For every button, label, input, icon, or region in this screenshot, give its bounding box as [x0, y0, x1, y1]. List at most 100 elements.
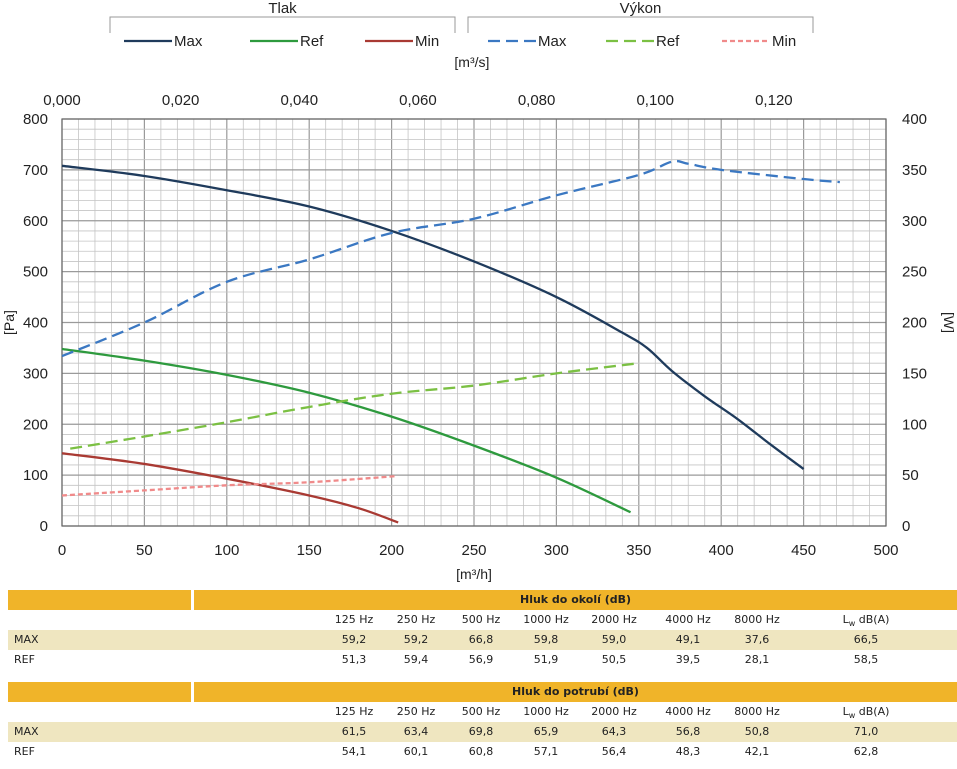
frequency-header: 2000 Hz — [591, 705, 637, 718]
table-cell: 64,3 — [601, 725, 627, 738]
table-cell: 60,1 — [403, 745, 429, 758]
legend-item-label: Min — [415, 33, 439, 50]
table-header-row: 125 Hz 250 Hz 500 Hz 1000 Hz 2000 Hz 4000 Hz 8… — [8, 702, 957, 722]
series-vkon-min — [61, 474, 397, 497]
x-tick-label: 50 — [136, 542, 153, 559]
table-cell: 59,8 — [533, 633, 559, 646]
table-row: MAX 61,5 63,4 69,8 65,9 64,3 56,8 50,8 71,0 — [8, 722, 957, 742]
series-vkon-ref — [70, 362, 639, 450]
table-title-gap — [191, 590, 194, 610]
series-tlak-ref — [61, 347, 632, 514]
y-left-tick-label: 600 — [23, 213, 48, 230]
x-tick-label: 350 — [626, 542, 651, 559]
legend-bracket — [467, 16, 814, 33]
frequency-header: 4000 Hz — [665, 705, 711, 718]
lw-value: 71,0 — [853, 725, 879, 738]
x-tick-label: 450 — [791, 542, 816, 559]
y-left-tick-label: 400 — [23, 315, 48, 332]
table-cell: 37,6 — [744, 633, 770, 646]
table-cell: 42,1 — [744, 745, 770, 758]
series-vkon-max — [61, 159, 840, 358]
frequency-header: 250 Hz — [396, 705, 436, 718]
table-cell: 59,2 — [403, 633, 429, 646]
table-header-row: 125 Hz 250 Hz 500 Hz 1000 Hz 2000 Hz 4000 Hz 8… — [8, 610, 957, 630]
table-title: Hluk do potrubí (dB) — [512, 685, 639, 698]
lw-value: 66,5 — [853, 633, 879, 646]
legend-item-label: Ref — [656, 33, 680, 50]
frequency-header: 500 Hz — [461, 705, 501, 718]
table-cell: 28,1 — [744, 653, 770, 666]
legend-group-title: Výkon — [620, 0, 662, 17]
frequency-header: 8000 Hz — [734, 705, 780, 718]
series-tlak-min — [61, 452, 399, 524]
y-left-tick-label: 700 — [23, 162, 48, 179]
frequency-header: 1000 Hz — [523, 613, 569, 626]
fan-performance-chart: 0 50 100 150 200 250 300 350 400 450 500[m³/h]0,00… — [1, 0, 957, 582]
row-label: REF — [14, 653, 35, 666]
top-tick-label: 0,040 — [281, 92, 319, 109]
table-cell: 60,8 — [468, 745, 494, 758]
table-cell: 59,4 — [403, 653, 429, 666]
legend-bracket — [109, 16, 456, 33]
legend-item-label: Min — [772, 33, 796, 50]
frequency-header: 250 Hz — [396, 613, 436, 626]
y-left-axis-label: [Pa] — [1, 310, 17, 335]
y-right-tick-label: 50 — [902, 467, 919, 484]
legend-item-label: Max — [174, 33, 203, 50]
row-label: MAX — [14, 725, 39, 738]
table-cell: 50,5 — [601, 653, 627, 666]
legend-item-label: Ref — [300, 33, 324, 50]
x-axis-label: [m³/h] — [456, 566, 492, 582]
table-cell: 51,3 — [341, 653, 367, 666]
frequency-header: 2000 Hz — [591, 613, 637, 626]
table-cell: 69,8 — [468, 725, 494, 738]
y-left-tick-label: 0 — [40, 518, 48, 535]
table-cell: 65,9 — [533, 725, 559, 738]
lw-header: Lw dB(A) — [842, 613, 890, 629]
y-right-tick-label: 0 — [902, 518, 910, 535]
frequency-header: 4000 Hz — [665, 613, 711, 626]
series-tlak-max — [61, 164, 805, 470]
x-tick-label: 150 — [297, 542, 322, 559]
table-cell: 57,1 — [533, 745, 559, 758]
table-cell: 66,8 — [468, 633, 494, 646]
table-cell: 59,0 — [601, 633, 627, 646]
y-left-tick-label: 300 — [23, 365, 48, 382]
x-tick-label: 400 — [709, 542, 734, 559]
table-title-bar: Hluk do potrubí (dB) — [8, 682, 957, 702]
x-tick-label: 0 — [58, 542, 66, 559]
table-cell: 63,4 — [403, 725, 429, 738]
x-tick-label: 100 — [214, 542, 239, 559]
top-axis-label: [m³/s] — [454, 54, 489, 70]
frequency-header: 125 Hz — [334, 613, 374, 626]
top-tick-label: 0,100 — [636, 92, 674, 109]
top-tick-label: 0,080 — [518, 92, 556, 109]
y-right-tick-label: 200 — [902, 315, 927, 332]
table-cell: 54,1 — [341, 745, 367, 758]
frequency-header: 8000 Hz — [734, 613, 780, 626]
y-right-tick-label: 100 — [902, 416, 927, 433]
table-cell: 50,8 — [744, 725, 770, 738]
table-cell: 49,1 — [675, 633, 701, 646]
row-label: MAX — [14, 633, 39, 646]
x-tick-label: 250 — [461, 542, 486, 559]
y-right-tick-label: 350 — [902, 162, 927, 179]
x-tick-label: 300 — [544, 542, 569, 559]
table-cell: 39,5 — [675, 653, 701, 666]
table-row: REF 54,1 60,1 60,8 57,1 56,4 48,3 42,1 62,8 — [8, 742, 957, 762]
lw-value: 58,5 — [853, 653, 879, 666]
table-cell: 59,2 — [341, 633, 367, 646]
x-tick-label: 200 — [379, 542, 404, 559]
table-cell: 56,9 — [468, 653, 494, 666]
top-tick-label: 0,000 — [43, 92, 81, 109]
top-tick-label: 0,020 — [162, 92, 200, 109]
y-left-tick-label: 200 — [23, 416, 48, 433]
y-right-tick-label: 250 — [902, 264, 927, 281]
table-cell: 51,9 — [533, 653, 559, 666]
table-title-gap — [191, 682, 194, 702]
table-row: MAX 59,2 59,2 66,8 59,8 59,0 49,1 37,6 66,5 — [8, 630, 957, 650]
table-title: Hluk do okolí (dB) — [519, 593, 632, 606]
top-tick-label: 0,060 — [399, 92, 437, 109]
y-right-tick-label: 300 — [902, 213, 927, 230]
x-tick-label: 500 — [873, 542, 898, 559]
